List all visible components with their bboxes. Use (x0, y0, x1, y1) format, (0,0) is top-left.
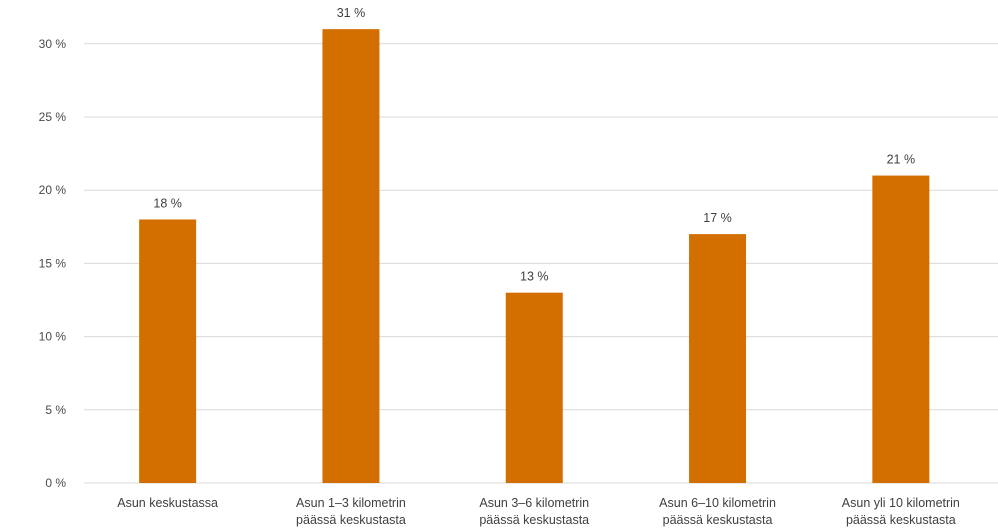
x-category-label: päässä keskustasta (663, 513, 773, 527)
x-category-label: Asun 1–3 kilometrin (296, 496, 406, 510)
x-category-label: päässä keskustasta (846, 513, 956, 527)
bar (322, 29, 380, 483)
data-label: 21 % (887, 153, 916, 167)
bar (872, 175, 930, 483)
bars (139, 29, 930, 484)
bar (139, 219, 197, 484)
bar (505, 292, 563, 483)
x-category-label: päässä keskustasta (479, 513, 589, 527)
x-category-label: Asun 6–10 kilometrin (659, 496, 776, 510)
data-labels: 18 % 31 % 13 % 17 % 21 % (153, 6, 915, 284)
y-tick-label: 30 % (39, 37, 67, 51)
data-label: 17 % (703, 211, 732, 225)
data-label: 31 % (337, 6, 366, 20)
y-tick-label: 25 % (39, 110, 67, 124)
x-category-label: Asun 3–6 kilometrin (479, 496, 589, 510)
data-label: 13 % (520, 270, 549, 284)
y-tick-label: 10 % (39, 330, 67, 344)
y-axis-tick-labels: 0 % 5 % 10 % 15 % 20 % 25 % 30 % (39, 37, 67, 490)
bar (689, 234, 747, 483)
x-category-label: päässä keskustasta (296, 513, 406, 527)
x-category-label: Asun yli 10 kilometrin (842, 496, 960, 510)
y-tick-label: 15 % (39, 256, 67, 270)
y-tick-label: 20 % (39, 183, 67, 197)
x-axis-category-labels: Asun keskustassa Asun 1–3 kilometrin pääss… (117, 496, 960, 527)
x-category-label: Asun keskustassa (117, 496, 218, 510)
data-label: 18 % (153, 196, 182, 210)
y-tick-label: 5 % (45, 403, 66, 417)
y-tick-label: 0 % (45, 476, 66, 490)
